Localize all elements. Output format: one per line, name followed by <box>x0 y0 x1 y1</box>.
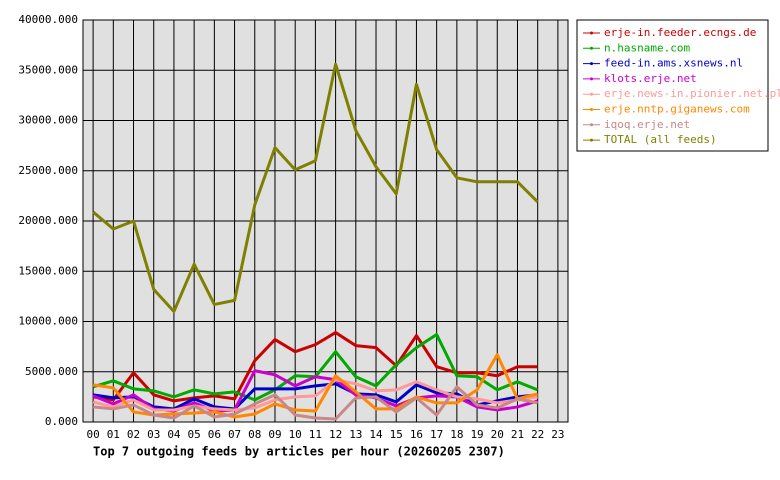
series-line <box>92 385 538 421</box>
x-tick-label: 13 <box>349 428 362 441</box>
legend-label: TOTAL (all feeds) <box>604 133 717 146</box>
y-tick-label: 30000.000 <box>18 114 78 127</box>
y-tick-label: 0.000 <box>45 415 78 428</box>
legend-dot <box>590 77 593 81</box>
legend-label: feed-in.ams.xsnews.nl <box>604 57 743 70</box>
x-tick-label: 05 <box>188 428 201 441</box>
x-tick-label: 04 <box>167 428 181 441</box>
legend-dot <box>590 62 593 66</box>
x-tick-label: 00 <box>86 428 99 441</box>
y-tick-label: 10000.000 <box>18 315 78 328</box>
x-tick-label: 09 <box>268 428 281 441</box>
legend-label: erje.news-in.pionier.net.pl <box>604 87 780 100</box>
x-tick-label: 02 <box>127 428 140 441</box>
legend-label: klots.erje.net <box>604 72 697 85</box>
legend-label: n.hasname.com <box>604 41 690 54</box>
x-tick-label: 14 <box>369 428 383 441</box>
x-tick-label: 19 <box>470 428 483 441</box>
x-tick-label: 18 <box>450 428 463 441</box>
x-tick-label: 12 <box>329 428 342 441</box>
legend-label: erje.nntp.giganews.com <box>604 103 750 116</box>
x-tick-label: 16 <box>410 428 423 441</box>
x-tick-label: 08 <box>248 428 261 441</box>
x-tick-label: 11 <box>309 428 322 441</box>
x-tick-label: 01 <box>107 428 120 441</box>
x-tick-label: 10 <box>289 428 302 441</box>
legend <box>576 19 769 152</box>
x-tick-label: 21 <box>511 428 524 441</box>
y-tick-label: 40000.000 <box>18 13 78 26</box>
legend-dot <box>590 108 593 111</box>
y-tick-label: 20000.000 <box>18 214 78 227</box>
series-line <box>92 331 538 403</box>
legend-label: iqoq.erje.net <box>604 118 690 131</box>
x-tick-label: 07 <box>228 428 241 441</box>
legend-label: erje-in.feeder.ecngs.de <box>604 26 756 39</box>
legend-dot <box>590 138 593 142</box>
series-line <box>92 353 539 419</box>
legend-dot <box>590 123 593 127</box>
legend-dot <box>590 92 593 96</box>
plot-border <box>82 19 569 423</box>
y-tick-label: 5000.000 <box>25 365 78 378</box>
legend-dot <box>590 46 593 50</box>
y-tick-label: 35000.000 <box>18 63 78 76</box>
x-tick-label: 20 <box>491 428 504 441</box>
x-tick-label: 23 <box>551 428 564 441</box>
legend-dot <box>590 31 593 35</box>
x-tick-label: 17 <box>430 428 443 441</box>
x-tick-label: 15 <box>390 428 403 441</box>
x-tick-label: 22 <box>531 428 544 441</box>
x-tick-label: 06 <box>208 428 221 441</box>
y-tick-label: 25000.000 <box>18 164 78 177</box>
y-tick-label: 15000.000 <box>18 264 78 277</box>
series-line <box>92 62 539 313</box>
x-tick-label: 03 <box>147 428 160 441</box>
chart-title: Top 7 outgoing feeds by articles per hou… <box>93 445 505 459</box>
